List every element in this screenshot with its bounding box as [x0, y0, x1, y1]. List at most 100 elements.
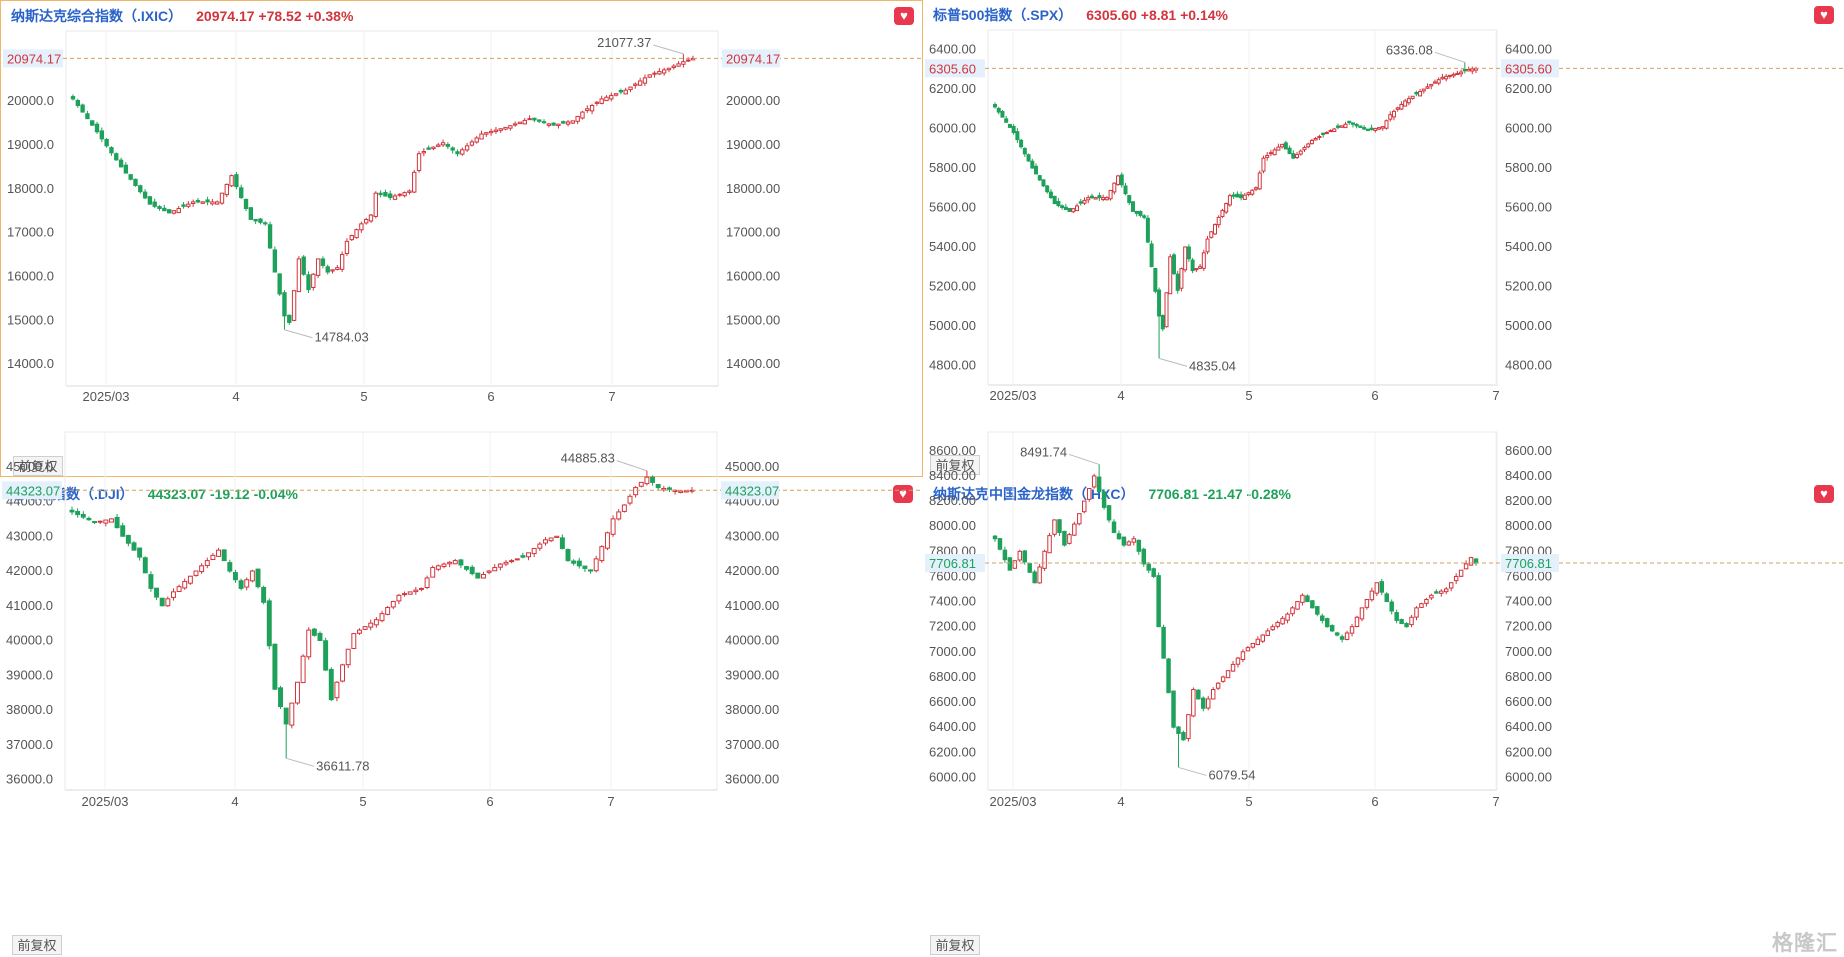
candle-body	[647, 74, 652, 78]
y-tick-label: 7600.00	[1505, 568, 1552, 583]
candle-body	[993, 104, 997, 108]
candle-body	[421, 151, 427, 154]
index-name[interactable]: 纳斯达克综合指数（.IXIC）	[11, 8, 183, 24]
candle-body	[628, 86, 633, 91]
candle-body	[1334, 632, 1340, 636]
candle-body	[1142, 215, 1147, 218]
panel-hxc[interactable]: 纳斯达克中国金龙指数（.HXC） 7706.81 -21.47 -0.28% ♥ …	[923, 431, 1844, 957]
panel-ixic[interactable]: 纳斯达克综合指数（.IXIC） 20974.17 +78.52 +0.38% ♥ …	[0, 0, 924, 478]
candle-body	[492, 567, 498, 572]
candle-body	[272, 249, 278, 273]
candle-body	[1458, 569, 1464, 577]
panel-spx[interactable]: 标普500指数（.SPX） 6305.60 +8.81 +0.14% ♥ 2025…	[923, 0, 1844, 477]
adjustment-button[interactable]: 前复权	[13, 456, 63, 476]
candle-body	[147, 196, 153, 205]
candle-body	[1215, 682, 1221, 689]
candle-body	[1246, 192, 1251, 195]
candle-body	[1106, 505, 1112, 521]
panel-dji[interactable]: 道琼斯指数（.DJI） 44323.07 -19.12 -0.04% ♥ 2025…	[0, 431, 923, 957]
candle-body	[447, 561, 453, 565]
candle-body	[1212, 224, 1217, 235]
candlestick-chart[interactable]: 2025/03 4 5 6 7 14000.00 14000.0 15000.00 15000.…	[1, 1, 924, 478]
candle-body	[1175, 273, 1180, 291]
candle-body	[431, 146, 436, 150]
adjustment-button[interactable]: 前复权	[12, 935, 62, 955]
y-tick-label: 6400.00	[1505, 42, 1552, 57]
candle-body	[1194, 268, 1199, 271]
candle-body	[1181, 732, 1186, 741]
candle-body	[1364, 598, 1370, 608]
y-tick-label: 16000.00	[726, 268, 780, 283]
adjustment-button[interactable]: 前复权	[930, 935, 980, 955]
candle-body	[1444, 588, 1449, 593]
y-tick-label: 38000.0	[6, 702, 53, 717]
candle-body	[996, 107, 1001, 113]
price-tag-left-text: 7706.81	[929, 556, 976, 571]
candle-body	[1242, 194, 1247, 200]
candle-body	[672, 489, 678, 492]
index-name[interactable]: 标普500指数（.SPX）	[933, 7, 1073, 23]
candle-body	[1168, 256, 1173, 295]
y-tick-label: 45000.0	[6, 459, 53, 474]
candle-body	[1004, 118, 1009, 123]
y-tick-label: 6800.00	[1505, 669, 1552, 684]
candle-body	[278, 687, 284, 708]
candle-body	[413, 589, 419, 593]
candle-body	[1198, 266, 1203, 269]
candle-body	[1421, 88, 1426, 92]
candle-body	[1121, 536, 1127, 546]
candle-body	[1290, 607, 1295, 615]
price-tag-left	[3, 49, 63, 68]
y-tick-label: 8200.00	[929, 493, 976, 508]
candle-body	[1062, 530, 1067, 546]
candle-body	[1463, 563, 1469, 570]
candle-body	[1317, 136, 1322, 138]
candle-body	[1146, 563, 1151, 571]
candle-body	[118, 159, 124, 168]
candle-body	[210, 554, 216, 561]
y-tick-label: 4800.00	[1505, 357, 1552, 372]
candle-body	[291, 290, 297, 321]
candle-body	[585, 108, 590, 112]
y-tick-label: 5400.00	[929, 239, 976, 254]
candle-body	[565, 121, 571, 125]
candle-body	[1369, 590, 1375, 601]
favorite-heart-icon[interactable]: ♥	[894, 7, 914, 25]
favorite-heart-icon[interactable]: ♥	[893, 485, 913, 503]
candle-body	[1034, 165, 1039, 175]
candle-body	[243, 198, 249, 209]
candle-body	[1048, 191, 1053, 199]
candle-body	[666, 67, 672, 71]
candle-body	[320, 258, 326, 266]
candle-body	[1183, 246, 1188, 271]
candle-body	[1101, 491, 1107, 508]
y-tick-label: 40000.0	[6, 633, 53, 648]
candlestick-chart[interactable]: 2025/03 4 5 6 7 6000.00 6000.00 6200.00 6200.00 6…	[923, 431, 1844, 957]
candle-body	[1347, 120, 1352, 124]
candle-body	[85, 113, 90, 120]
favorite-heart-icon[interactable]: ♥	[1814, 485, 1834, 503]
candle-body	[1057, 519, 1062, 533]
candle-body	[152, 201, 157, 207]
candle-body	[1015, 131, 1020, 141]
max-value-label: 44885.83	[561, 451, 615, 466]
candlestick-chart[interactable]: 2025/03 4 5 6 7 4800.00 4800.00 5000.00 5000.00 5…	[923, 0, 1844, 477]
candle-body	[460, 149, 465, 155]
y-tick-label: 14000.0	[7, 356, 54, 371]
adjustment-button[interactable]: 前复权	[930, 455, 980, 475]
candle-body	[1007, 123, 1012, 128]
index-name[interactable]: 纳斯达克中国金龙指数（.HXC）	[933, 486, 1135, 502]
candle-body	[182, 580, 188, 589]
candlestick-chart[interactable]: 2025/03 4 5 6 7 36000.00 36000.0 37000.00 37000.…	[0, 431, 923, 957]
candle-body	[392, 195, 398, 200]
favorite-heart-icon[interactable]: ♥	[1814, 6, 1834, 24]
candle-body	[1026, 154, 1031, 162]
candle-body	[1041, 179, 1046, 187]
candle-body	[1042, 550, 1047, 569]
index-change: +78.52	[258, 8, 302, 24]
candle-body	[261, 586, 267, 603]
candle-body	[589, 105, 595, 112]
candle-body	[1365, 128, 1370, 132]
candle-body	[479, 133, 484, 140]
